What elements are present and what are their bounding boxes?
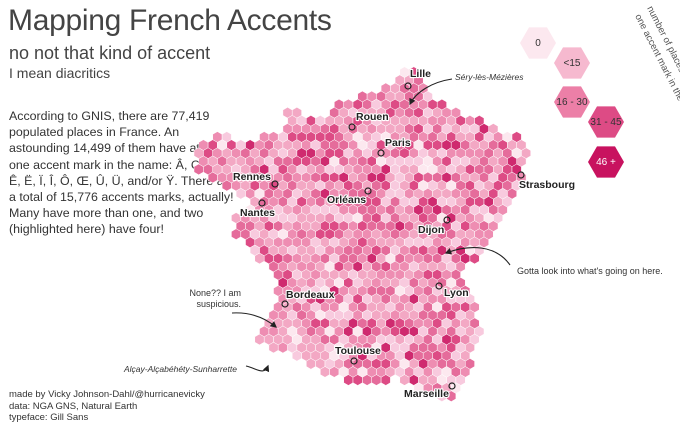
city-label: Toulouse (335, 345, 381, 357)
city-toulouse: Toulouse (334, 344, 382, 365)
city-label: Rennes (233, 171, 271, 183)
city-dot (281, 300, 289, 308)
city-label: Rouen (356, 111, 389, 123)
city-dot (404, 82, 412, 90)
note-sery: Séry-lès-Mézières (455, 72, 524, 82)
credit-data: data: NGA GNS, Natural Earth (9, 400, 138, 412)
city-dijon: Dijon (417, 216, 451, 237)
legend-bin-0: 0 (520, 27, 556, 59)
arrow-alcay (245, 364, 270, 373)
legend-bin-3: 31 - 45 (588, 106, 624, 138)
city-label: Bordeaux (286, 289, 335, 301)
arrow-none-note (231, 312, 278, 328)
hex-cell (371, 374, 382, 386)
annotation-arrows (231, 78, 511, 373)
credit-author: made by Vicky Johnson-Dahl/@hurricanevic… (9, 389, 205, 400)
legend-swatch (554, 86, 590, 118)
hex-cell (362, 374, 372, 386)
hex-cell (320, 366, 330, 378)
hex-cell (329, 366, 340, 378)
hex-cell (268, 341, 279, 354)
arrow-sery (409, 78, 453, 106)
city-dot (377, 149, 385, 157)
annotation-notes: Séry-lès-Mézières Gotta look into what's… (123, 72, 663, 374)
legend-label: 46 + (596, 157, 616, 168)
hex-cell (380, 374, 391, 386)
note-none-line-2: suspicious. (196, 299, 241, 309)
hex-cell (343, 374, 354, 386)
hex-cell (469, 252, 480, 265)
hex-cell (254, 333, 265, 346)
legend: 0 <15 16 - 30 31 - 45 46 + number of pla… (520, 4, 680, 178)
city-strasbourg: Strasbourg (517, 171, 576, 192)
city-lyon: Lyon (435, 282, 470, 300)
legend-label: 31 - 45 (590, 117, 622, 128)
city-rouen: Rouen (348, 110, 390, 131)
city-label: Strasbourg (519, 179, 575, 191)
legend-swatch (520, 27, 556, 59)
legend-swatch (588, 106, 624, 138)
hex-cell (399, 374, 410, 386)
description-paragraph: According to GNIS, there are 77,419 popu… (9, 109, 235, 237)
note-alcay: Alçay-Alçabéhéty-Sunharrette (123, 364, 237, 374)
city-label: Lyon (444, 287, 469, 299)
page-title: Mapping French Accents (8, 4, 332, 37)
city-label: Paris (385, 137, 411, 149)
note-lyon: Gotta look into what's going on here. (517, 266, 663, 276)
city-label: Lille (410, 68, 431, 80)
hex-cell (277, 341, 288, 354)
hex-cell (291, 350, 302, 362)
city-dot (517, 171, 525, 179)
credits: made by Vicky Johnson-Dahl/@hurricanevic… (9, 389, 205, 424)
page-subtitle-secondary: I mean diacritics (9, 65, 111, 81)
hex-cell (254, 252, 265, 265)
city-dot (348, 123, 356, 131)
hex-cell (446, 390, 457, 402)
city-dot (350, 357, 358, 365)
legend-swatch (588, 146, 624, 178)
credit-typeface: typeface: Gill Sans (9, 412, 89, 423)
hex-cell (235, 188, 246, 200)
city-dot (364, 187, 372, 195)
city-label: Dijon (418, 224, 444, 236)
arrow-lyon-note (444, 247, 511, 266)
note-none-line-1: None?? I am (189, 288, 241, 298)
hex-cell (221, 179, 232, 192)
city-dot (443, 216, 451, 224)
city-label: Nantes (240, 207, 275, 219)
city-label: Marseille (404, 388, 449, 400)
legend-bin-2: 16 - 30 (554, 86, 590, 118)
city-orleans: Orléans (326, 187, 372, 207)
city-lille: Lille (404, 67, 432, 90)
hex-cell (306, 358, 316, 370)
legend-label: 0 (535, 38, 541, 49)
hex-grid (193, 66, 531, 402)
legend-label: 16 - 30 (556, 97, 588, 108)
city-dot (448, 382, 456, 390)
city-dot (271, 180, 279, 188)
legend-swatch (554, 47, 590, 79)
city-label: Orléans (327, 194, 366, 206)
legend-label: <15 (564, 58, 581, 69)
city-dot (258, 199, 266, 207)
hex-cell (231, 228, 242, 240)
city-marseille: Marseille (403, 382, 456, 401)
city-dot (435, 282, 443, 290)
hex-cell (352, 374, 363, 386)
city-markers: Lille Rouen Paris Rennes Orléans Strasbo… (232, 67, 576, 401)
hex-cell (193, 163, 204, 176)
city-paris: Paris (377, 136, 412, 157)
hex-cell (207, 171, 218, 184)
city-bordeaux: Bordeaux (281, 288, 336, 308)
city-nantes: Nantes (239, 199, 276, 220)
legend-bin-1: <15 (554, 47, 590, 79)
legend-bin-4: 46 + (588, 146, 624, 178)
city-rennes: Rennes (232, 170, 279, 188)
page-subtitle: no not that kind of accent (9, 43, 211, 63)
